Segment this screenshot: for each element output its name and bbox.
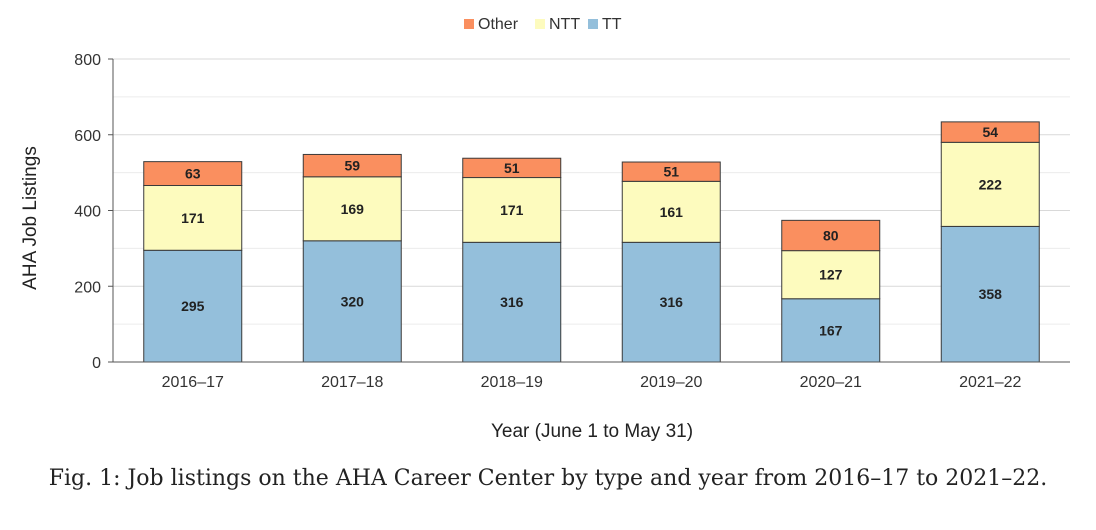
bar-segment-ntt xyxy=(940,141,1040,227)
legend-swatch-ntt xyxy=(535,19,545,29)
x-axis-label: Year (June 1 to May 31) xyxy=(491,421,693,442)
data-label: 316 xyxy=(500,294,524,310)
y-axis: 0 200 400 600 800 xyxy=(74,52,114,372)
y-tick-label: 0 xyxy=(92,355,101,372)
bar-segment-other xyxy=(781,219,881,252)
data-label: 127 xyxy=(819,267,843,283)
bar-segment-other xyxy=(621,161,721,182)
data-label: 295 xyxy=(181,298,205,314)
data-label: 51 xyxy=(663,164,679,180)
data-label: 222 xyxy=(979,176,1003,192)
y-tick-label: 200 xyxy=(74,279,101,296)
bar-segment-tt xyxy=(781,298,881,363)
bars: 295 171 63 320 169 59 316 171 51 316 161 51 167 127 80… xyxy=(143,121,1040,363)
bar-segment-tt xyxy=(940,225,1040,363)
y-tick-label: 400 xyxy=(74,204,101,221)
data-label: 316 xyxy=(660,294,684,310)
bar-segment-other xyxy=(462,157,562,179)
bar-segment-tt xyxy=(143,249,243,363)
data-label: 171 xyxy=(181,210,205,226)
data-label: 63 xyxy=(185,166,201,182)
figure-caption: Fig. 1: Job listings on the AHA Career C… xyxy=(48,466,1048,491)
x-tick-label: 2020–21 xyxy=(800,374,862,391)
gridlines xyxy=(113,58,1070,325)
x-tick-label: 2019–20 xyxy=(640,374,702,391)
stacked-bar-chart: 0 200 400 600 800 295 171 63 320 169 59 316 171 51 31… xyxy=(20,16,1070,442)
bar-segment-other xyxy=(143,161,243,187)
data-label: 171 xyxy=(500,202,524,218)
bar-segment-tt xyxy=(621,241,721,363)
x-tick-label: 2016–17 xyxy=(162,374,224,391)
data-label: 358 xyxy=(979,286,1003,302)
bar-segment-tt xyxy=(462,241,562,363)
bar-segment-other xyxy=(302,153,402,178)
x-tick-label: 2018–19 xyxy=(481,374,543,391)
data-label: 54 xyxy=(982,124,998,140)
legend-swatch-tt xyxy=(588,19,598,29)
y-axis-label: AHA Job Listings xyxy=(20,146,41,290)
data-label: 161 xyxy=(660,204,684,220)
data-label: 51 xyxy=(504,160,520,176)
x-tick-label: 2021–22 xyxy=(959,374,1021,391)
bar-segment-tt xyxy=(302,240,402,363)
bar-segment-ntt xyxy=(621,180,721,243)
bar-segment-ntt xyxy=(462,177,562,243)
data-label: 167 xyxy=(819,322,843,338)
x-tick-label: 2017–18 xyxy=(321,374,383,391)
bar-segment-ntt xyxy=(781,250,881,300)
data-label: 169 xyxy=(341,201,365,217)
legend-swatch-other xyxy=(464,19,474,29)
legend-label-tt: TT xyxy=(602,16,622,33)
legend-label-ntt: NTT xyxy=(549,16,580,33)
y-tick-label: 600 xyxy=(74,128,101,145)
bar-segment-ntt xyxy=(143,185,243,251)
legend: Other NTT TT xyxy=(464,16,622,33)
bar-segment-ntt xyxy=(302,176,402,242)
x-axis: 2016–17 2017–18 2018–19 2019–20 2020–21 2021–… xyxy=(113,361,1070,391)
bar-segment-other xyxy=(940,121,1040,143)
y-tick-label: 800 xyxy=(74,52,101,69)
data-label: 80 xyxy=(823,227,839,243)
data-label: 320 xyxy=(341,293,365,309)
data-label: 59 xyxy=(344,158,360,174)
legend-label-other: Other xyxy=(478,16,519,33)
